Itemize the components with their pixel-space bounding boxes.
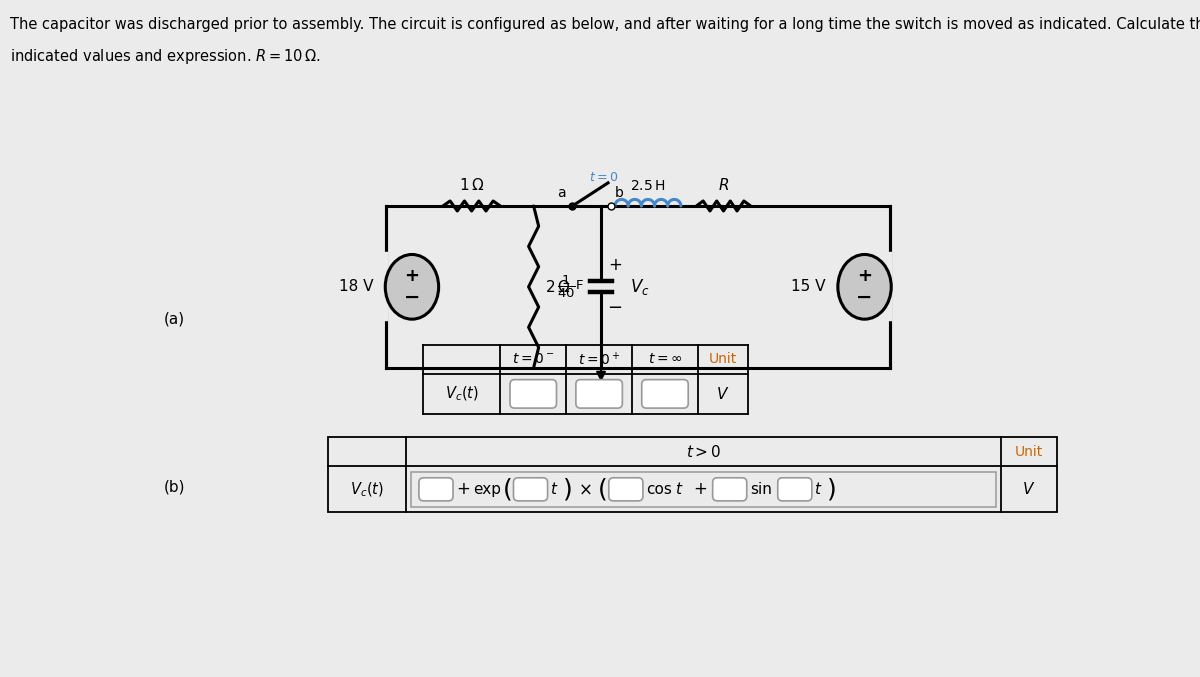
Text: +: +	[857, 267, 872, 285]
Text: $t$: $t$	[550, 481, 558, 498]
Text: a: a	[558, 185, 566, 200]
FancyBboxPatch shape	[510, 380, 557, 408]
Text: sin: sin	[750, 482, 772, 497]
Text: $\dfrac{1}{40}$F: $\dfrac{1}{40}$F	[557, 274, 584, 300]
Text: $2\,\Omega$: $2\,\Omega$	[545, 279, 570, 294]
Text: Unit: Unit	[1015, 445, 1043, 458]
Text: $t = 0$: $t = 0$	[589, 171, 619, 184]
FancyBboxPatch shape	[608, 478, 643, 501]
FancyBboxPatch shape	[576, 380, 623, 408]
Text: $V$: $V$	[716, 386, 730, 402]
Text: ): )	[827, 477, 838, 502]
Text: +: +	[694, 481, 707, 498]
Text: (a): (a)	[164, 311, 185, 327]
Text: $1\,\Omega$: $1\,\Omega$	[458, 177, 485, 193]
Text: 15 V: 15 V	[792, 280, 826, 294]
FancyBboxPatch shape	[778, 478, 812, 501]
Text: 18 V: 18 V	[338, 280, 373, 294]
Text: (: (	[503, 477, 512, 502]
FancyBboxPatch shape	[713, 478, 746, 501]
Text: Unit: Unit	[709, 352, 737, 366]
FancyBboxPatch shape	[642, 380, 689, 408]
Text: +: +	[608, 257, 622, 274]
Text: $2.5\,\mathrm{H}$: $2.5\,\mathrm{H}$	[630, 179, 666, 193]
Text: $R$: $R$	[718, 177, 730, 193]
Text: indicated values and expression. $R = 10\,\Omega$.: indicated values and expression. $R = 10…	[10, 47, 320, 66]
Text: $t$: $t$	[814, 481, 823, 498]
Text: $V$: $V$	[1022, 481, 1036, 498]
FancyBboxPatch shape	[514, 478, 547, 501]
Bar	[412, 472, 996, 507]
Bar	[329, 437, 1057, 512]
Text: −: −	[403, 288, 420, 307]
Text: exp: exp	[473, 482, 502, 497]
Text: $t$: $t$	[676, 481, 684, 498]
Ellipse shape	[385, 255, 439, 319]
FancyBboxPatch shape	[419, 478, 454, 501]
Text: $t = \infty$: $t = \infty$	[648, 352, 683, 366]
Text: ): )	[563, 477, 572, 502]
Text: The capacitor was discharged prior to assembly. The circuit is configured as bel: The capacitor was discharged prior to as…	[10, 17, 1200, 32]
Text: $V_c(t)$: $V_c(t)$	[444, 385, 479, 403]
Text: −: −	[857, 288, 872, 307]
Text: −: −	[607, 299, 623, 318]
Text: (b): (b)	[164, 479, 186, 494]
Text: +: +	[456, 481, 470, 498]
Text: $t = 0^+$: $t = 0^+$	[578, 351, 620, 368]
Ellipse shape	[838, 255, 892, 319]
Text: +: +	[404, 267, 420, 285]
Text: $V_c(t)$: $V_c(t)$	[350, 480, 384, 498]
Text: $t > 0$: $t > 0$	[685, 443, 721, 460]
Text: $\times$: $\times$	[578, 481, 592, 498]
Text: (: (	[598, 477, 607, 502]
Text: cos: cos	[646, 482, 672, 497]
Text: b: b	[616, 185, 624, 200]
Text: $V_c$: $V_c$	[630, 277, 650, 297]
Text: $t = 0^-$: $t = 0^-$	[512, 352, 554, 366]
